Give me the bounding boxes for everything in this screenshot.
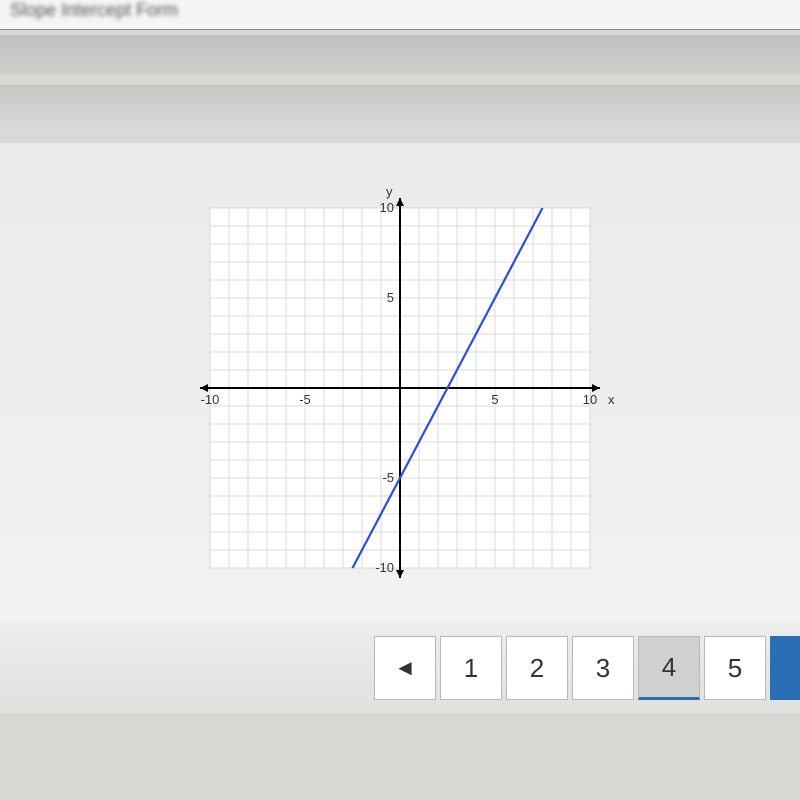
page-button-5[interactable]: 5: [704, 636, 766, 700]
svg-text:5: 5: [387, 290, 394, 305]
content-area: -10 -5 5 10 -10 -5 5 10 x y: [0, 143, 800, 623]
top-bar: Slope Intercept Form: [0, 0, 800, 30]
svg-text:5: 5: [491, 392, 498, 407]
pagination: ◄ 12345: [0, 623, 800, 713]
svg-text:10: 10: [583, 392, 597, 407]
svg-text:-5: -5: [382, 470, 394, 485]
page-button-2[interactable]: 2: [506, 636, 568, 700]
svg-text:-10: -10: [201, 392, 220, 407]
next-button[interactable]: [770, 636, 800, 700]
svg-text:10: 10: [380, 200, 394, 215]
svg-text:y: y: [386, 184, 393, 199]
prev-icon: ◄: [394, 655, 416, 681]
band-2: [0, 85, 800, 135]
svg-text:-10: -10: [375, 560, 394, 575]
band-1: [0, 35, 800, 75]
coordinate-chart: -10 -5 5 10 -10 -5 5 10 x y: [175, 173, 625, 603]
page-button-4[interactable]: 4: [638, 636, 700, 700]
page-button-3[interactable]: 3: [572, 636, 634, 700]
header-text: Slope Intercept Form: [0, 0, 178, 20]
chart-svg: -10 -5 5 10 -10 -5 5 10 x y: [175, 173, 625, 603]
svg-text:x: x: [608, 392, 615, 407]
svg-text:-5: -5: [299, 392, 311, 407]
prev-button[interactable]: ◄: [374, 636, 436, 700]
page-button-1[interactable]: 1: [440, 636, 502, 700]
